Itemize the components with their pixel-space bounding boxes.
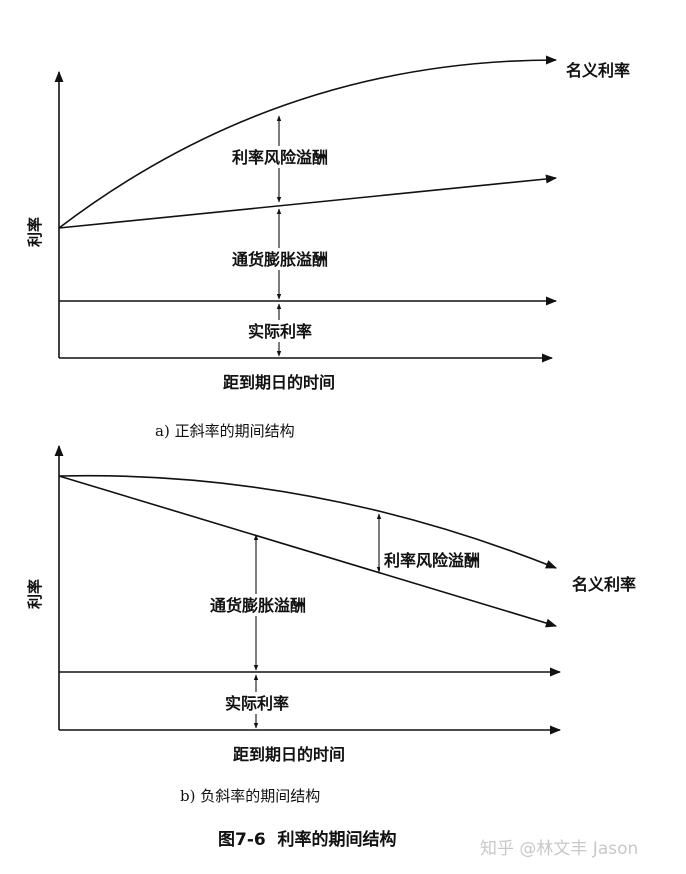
- panel-a-inflation-line: [58, 174, 558, 229]
- panel-a-risk-premium-label: 利率风险溢酬: [232, 148, 328, 167]
- panel-b-risk-premium-label: 利率风险溢酬: [384, 551, 480, 570]
- panel-a-inflation-premium-label: 通货膨胀溢酬: [232, 250, 328, 269]
- panel-b-subcaption: b) 负斜率的期间结构: [180, 787, 320, 805]
- panel-a-x-axis-label: 距到期日的时间: [223, 373, 335, 392]
- panel-a-real-rate-label: 实际利率: [248, 322, 312, 341]
- panel-a-nominal-rate-label: 名义利率: [566, 61, 630, 80]
- panel-b-nominal-rate-label: 名义利率: [572, 575, 636, 594]
- panel-a-nominal-rate-curve: [58, 55, 558, 229]
- panel-a-y-axis-label: 利率: [26, 217, 44, 247]
- panel-a: 利率风险溢酬 通货膨胀溢酬 实际利率 名义利率 利率 距到期日的时间 a) 正斜…: [26, 55, 630, 440]
- figure-caption: 图7-6 利率的期间结构: [218, 829, 397, 850]
- panel-b-nominal-rate-curve: [58, 474, 558, 569]
- panel-b-inflation-premium-label: 通货膨胀溢酬: [210, 596, 306, 615]
- panel-b: 利率风险溢酬 通货膨胀溢酬 实际利率 名义利率 利率 距到期日的时间 b) 负斜…: [26, 444, 636, 805]
- panel-b-inflation-line: [58, 475, 558, 628]
- panel-b-y-axis-label: 利率: [26, 579, 44, 609]
- panel-b-real-rate-label: 实际利率: [225, 694, 289, 713]
- panel-a-subcaption: a) 正斜率的期间结构: [155, 422, 295, 440]
- panel-b-x-axis-label: 距到期日的时间: [233, 745, 345, 764]
- watermark: 知乎 @林文丰 Jason: [480, 839, 638, 859]
